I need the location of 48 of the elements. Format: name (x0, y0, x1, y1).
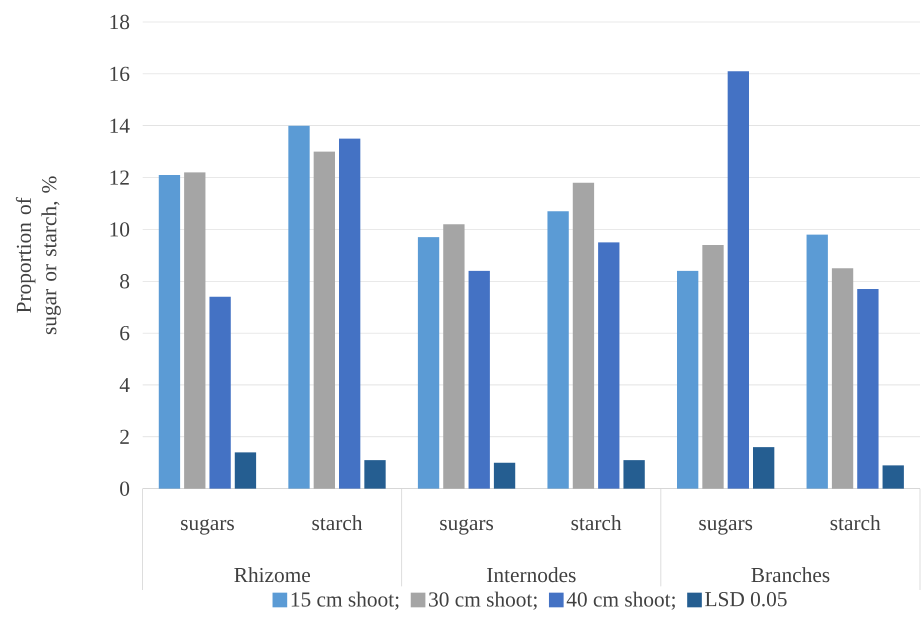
bar (468, 270, 490, 489)
bar (572, 182, 594, 489)
bar (494, 462, 516, 489)
y-tick-label: 12 (110, 170, 129, 185)
x-tick-label: starch (830, 515, 880, 530)
y-tick-label: 14 (110, 118, 130, 133)
bar (314, 152, 336, 489)
x-tick-label: starch (572, 515, 622, 530)
legend-label: 15 cm shoot; (292, 592, 398, 610)
y-tick-label: 8 (120, 274, 130, 288)
legend-label: LSD 0.05 (705, 592, 787, 606)
bar (677, 270, 698, 489)
bar (806, 234, 828, 489)
bar (184, 172, 206, 489)
legend-label: 40 cm shoot; (566, 592, 675, 610)
y-tick-label: 6 (120, 326, 130, 340)
text: Internodes (487, 567, 576, 582)
x-tick-label: sugars (181, 519, 234, 535)
y-tick-label: 0 (120, 481, 130, 496)
bar (443, 224, 465, 489)
bar (364, 460, 386, 489)
bar (418, 237, 440, 489)
y-tick-label: 4 (120, 378, 130, 392)
y-tick-label: 10 (110, 222, 130, 237)
x-tick-label: sugars (699, 519, 752, 535)
bar (702, 244, 724, 489)
y-tick-label: 18 (110, 14, 130, 30)
y-axis-title: Proportion of sugar or starch, % (16, 176, 61, 334)
bar (598, 242, 620, 489)
bar (339, 138, 360, 489)
legend-label: 30 cm shoot; (429, 592, 537, 610)
bar (158, 174, 180, 489)
bar (234, 452, 256, 489)
bar (623, 460, 645, 489)
x-tick-label: starch (312, 515, 362, 530)
bar (882, 465, 904, 489)
y-tick-label: 16 (110, 66, 130, 82)
bar (288, 126, 310, 489)
bar (547, 211, 569, 489)
y-tick-label: 2 (120, 430, 129, 444)
bar (857, 289, 879, 489)
bar (753, 447, 774, 489)
bar (209, 296, 231, 489)
bar (728, 71, 749, 489)
text: Rhizome (234, 567, 310, 582)
x-tick-label: sugars (440, 519, 494, 535)
bar (832, 268, 854, 489)
text: Branches (751, 567, 830, 582)
